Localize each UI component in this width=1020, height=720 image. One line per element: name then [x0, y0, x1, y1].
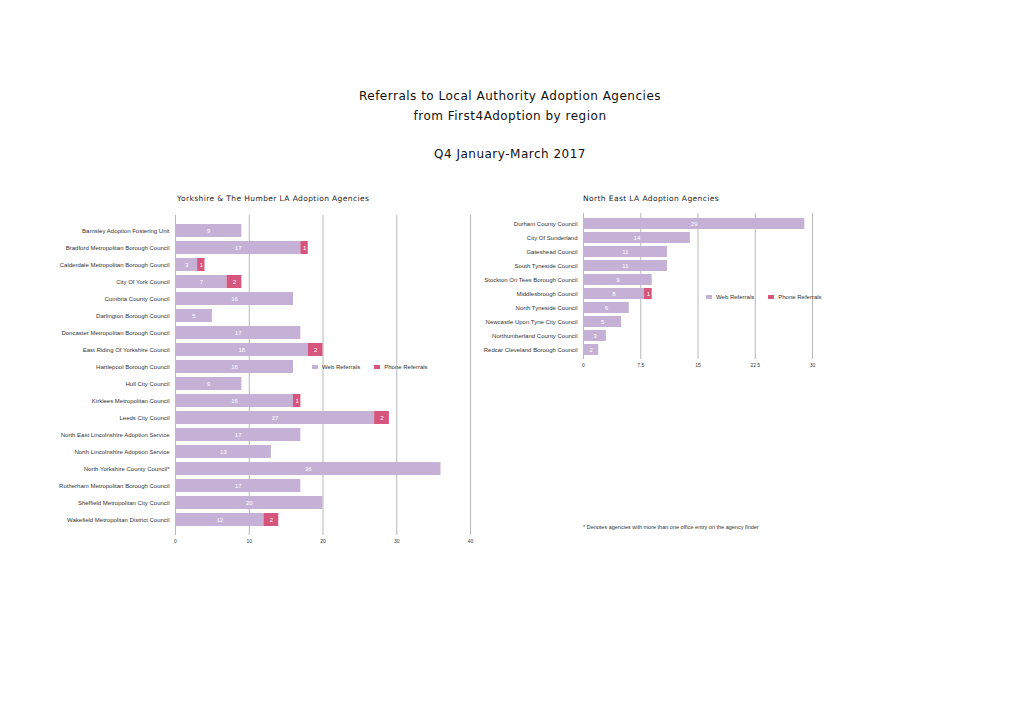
svg-text:9: 9: [207, 228, 211, 234]
svg-text:East Riding Of Yorkshire Counc: East Riding Of Yorkshire Council: [83, 347, 170, 353]
svg-text:Middlesbrough Council: Middlesbrough Council: [516, 291, 577, 297]
svg-text:North East Lincolnshire Adopti: North East Lincolnshire Adoption Service: [61, 432, 170, 438]
svg-text:9: 9: [616, 277, 620, 283]
html-text:Q4 January-March 2017: Q4 January-March 2017: [434, 147, 586, 161]
svg-text:Gateshead Council: Gateshead Council: [526, 249, 577, 255]
svg-text:Newcastle Upon Tyne City Counc: Newcastle Upon Tyne City Council: [486, 319, 578, 325]
svg-text:North Tyneside Council: North Tyneside Council: [516, 305, 578, 311]
svg-text:6: 6: [605, 305, 609, 311]
html-text:Phone Referrals: Phone Referrals: [778, 294, 822, 300]
svg-text:12: 12: [216, 517, 223, 523]
svg-text:Redcar Cleveland Borough Counc: Redcar Cleveland Borough Council: [484, 347, 578, 353]
svg-text:16: 16: [231, 364, 238, 370]
svg-text:Rotherham Metropolitan Borough: Rotherham Metropolitan Borough Council: [59, 483, 169, 489]
svg-text:5: 5: [601, 319, 605, 325]
svg-text:18: 18: [239, 347, 246, 353]
svg-text:City Of York Council: City Of York Council: [116, 279, 169, 285]
svg-text:16: 16: [231, 296, 238, 302]
svg-text:17: 17: [235, 245, 242, 251]
svg-text:40: 40: [468, 538, 474, 544]
svg-text:2: 2: [380, 415, 384, 421]
svg-text:North Lincolnshire Adoption Se: North Lincolnshire Adoption Service: [74, 449, 170, 455]
svg-text:2: 2: [314, 347, 318, 353]
html-text:Referrals to Local Authority A: Referrals to Local Authority Adoption Ag…: [359, 89, 661, 103]
svg-text:11: 11: [622, 263, 629, 269]
svg-text:Wakefield Metropolitan Distric: Wakefield Metropolitan District Council: [67, 517, 169, 523]
svg-text:30: 30: [810, 362, 816, 368]
svg-text:17: 17: [235, 432, 242, 438]
svg-text:Darlington Borough Council: Darlington Borough Council: [96, 313, 169, 319]
svg-text:Calderdale Metropolitan Boroug: Calderdale Metropolitan Borough Council: [60, 262, 170, 268]
svg-text:Hull City Council: Hull City Council: [125, 381, 169, 387]
svg-text:Doncaster Metropolitan Borough: Doncaster Metropolitan Borough Council: [61, 330, 169, 336]
svg-text:14: 14: [634, 235, 641, 241]
svg-text:27: 27: [272, 415, 279, 421]
svg-text:10: 10: [246, 538, 252, 544]
html-text:Phone Referrals: Phone Referrals: [384, 364, 428, 370]
svg-text:Kirklees Metropolitan Council: Kirklees Metropolitan Council: [92, 398, 170, 404]
svg-text:3: 3: [185, 262, 189, 268]
svg-text:2: 2: [233, 279, 237, 285]
svg-text:Stockton On Tees Borough Counc: Stockton On Tees Borough Council: [484, 277, 577, 283]
svg-text:Leeds City Council: Leeds City Council: [119, 415, 169, 421]
svg-text:5: 5: [192, 313, 196, 319]
svg-text:North Yorkshire County Council: North Yorkshire County Council*: [84, 466, 170, 472]
svg-text:1: 1: [296, 398, 300, 404]
html-text:* Denotes agencies with more t: * Denotes agencies with more than one of…: [583, 524, 759, 530]
svg-text:30: 30: [394, 538, 400, 544]
svg-text:36: 36: [305, 466, 312, 472]
svg-text:Cumbria County Council: Cumbria County Council: [104, 296, 169, 302]
svg-text:0: 0: [174, 538, 177, 544]
svg-text:2: 2: [270, 517, 274, 523]
svg-text:9: 9: [207, 381, 211, 387]
svg-text:29: 29: [691, 221, 698, 227]
svg-text:1: 1: [303, 245, 307, 251]
html-text:North East LA Adoption Agencie: North East LA Adoption Agencies: [583, 194, 719, 203]
svg-text:11: 11: [622, 249, 629, 255]
svg-text:Barnsley Adoption Fostering Un: Barnsley Adoption Fostering Unit: [82, 228, 170, 234]
svg-text:15: 15: [695, 362, 701, 368]
svg-text:Hartlepool Borough Council: Hartlepool Borough Council: [96, 364, 169, 370]
svg-text:16: 16: [231, 398, 238, 404]
svg-text:2: 2: [589, 347, 593, 353]
svg-text:1: 1: [200, 262, 204, 268]
svg-text:Bradford Metropolitan Borough: Bradford Metropolitan Borough Council: [66, 245, 170, 251]
html-text:Web Referrals: Web Referrals: [322, 364, 361, 370]
svg-text:Durham County Council: Durham County Council: [514, 221, 578, 227]
svg-text:20: 20: [246, 500, 253, 506]
html-text:from First4Adoption by region: from First4Adoption by region: [413, 109, 607, 123]
svg-text:8: 8: [612, 291, 616, 297]
html-text:Web Referrals: Web Referrals: [716, 294, 755, 300]
svg-text:South Tyneside Council: South Tyneside Council: [515, 263, 578, 269]
html-text:Yorkshire & The Humber LA Adop: Yorkshire & The Humber LA Adoption Agenc…: [177, 194, 370, 203]
svg-text:Northumberland County Council: Northumberland County Council: [492, 333, 577, 339]
svg-text:7.5: 7.5: [637, 362, 644, 368]
svg-text:1: 1: [647, 291, 651, 297]
svg-text:City Of Sunderland: City Of Sunderland: [527, 235, 578, 241]
svg-text:0: 0: [582, 362, 585, 368]
svg-text:22.5: 22.5: [750, 362, 760, 368]
svg-text:7: 7: [200, 279, 204, 285]
svg-text:3: 3: [593, 333, 597, 339]
svg-text:20: 20: [320, 538, 326, 544]
svg-text:13: 13: [220, 449, 227, 455]
svg-text:Sheffield Metropolitan City Co: Sheffield Metropolitan City Council: [78, 500, 170, 506]
svg-text:17: 17: [235, 330, 242, 336]
svg-text:17: 17: [235, 483, 242, 489]
